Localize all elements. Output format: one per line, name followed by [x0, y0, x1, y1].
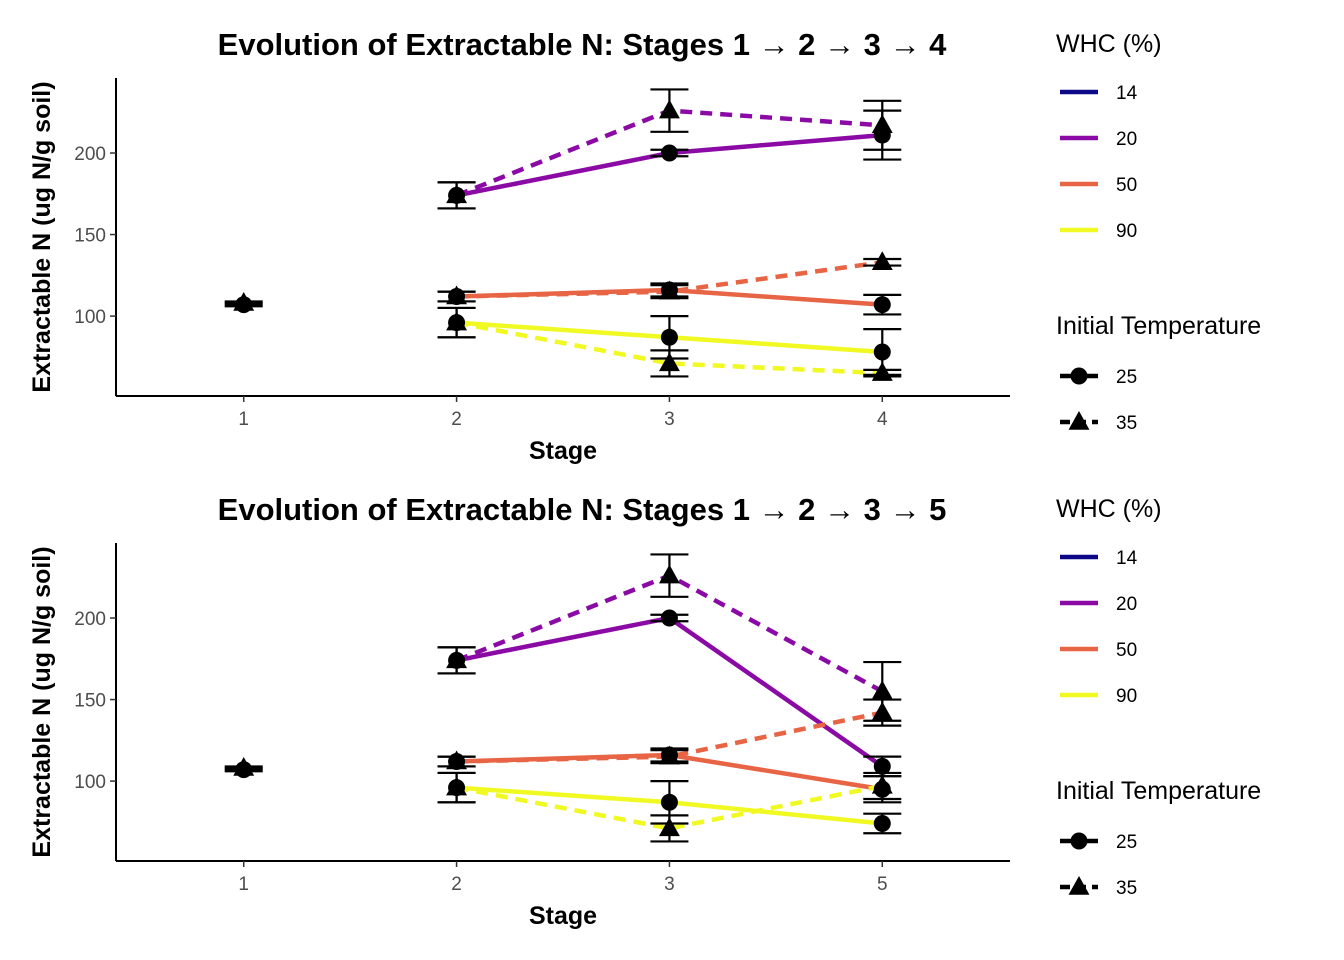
data-point-triangle — [871, 251, 893, 270]
data-point-triangle — [871, 362, 893, 381]
data-point-circle — [873, 757, 891, 775]
data-point-triangle — [658, 817, 680, 837]
legend: WHC (%) 14 20 50 90 Initial Temperature 25 35 — [1056, 495, 1261, 899]
data-point-triangle — [446, 649, 468, 669]
x-axis-title: Stage — [529, 902, 597, 930]
panel-2: Evolution of Extractable N: Stages 1 → 2… — [28, 492, 1261, 930]
series-line-whc50-t35 — [456, 260, 883, 299]
legend-label: 35 — [1116, 878, 1137, 899]
legend-label: 20 — [1116, 129, 1137, 150]
data-point-triangle — [658, 99, 680, 119]
x-tick-label: 4 — [877, 409, 888, 430]
data-point-triangle — [871, 680, 893, 700]
legend-key-circle — [1070, 367, 1088, 385]
data-point-circle — [873, 296, 891, 314]
x-tick-label: 1 — [238, 874, 249, 895]
data-point-triangle — [446, 750, 468, 770]
x-axis-title: Stage — [529, 437, 597, 465]
data-point-triangle — [658, 745, 680, 765]
x-tick-label: 3 — [664, 409, 675, 430]
data-point-triangle — [658, 352, 680, 372]
data-point-triangle — [658, 280, 680, 300]
y-tick-label: 150 — [74, 226, 106, 247]
data-point-triangle — [446, 285, 468, 305]
data-point-circle — [660, 144, 678, 162]
series-line-whc20-t25 — [456, 132, 883, 198]
series-line-whc20-t25 — [456, 615, 884, 769]
data-point-triangle — [871, 701, 893, 721]
data-point-triangle — [871, 774, 893, 794]
y-tick-label: 100 — [74, 307, 106, 328]
data-point-triangle — [233, 757, 255, 776]
data-point-circle — [873, 814, 891, 832]
legend-key-triangle — [1068, 411, 1090, 430]
data-point-circle — [873, 343, 891, 361]
data-point-circle — [660, 609, 678, 627]
series-line-whc50-t35 — [456, 710, 883, 764]
legend-title-whc: WHC (%) — [1056, 495, 1162, 523]
legend-label: 90 — [1116, 686, 1137, 707]
legend-label: 50 — [1116, 175, 1137, 196]
data-point-triangle — [658, 564, 680, 584]
chart-title: Evolution of Extractable N: Stages 1 → 2… — [218, 492, 947, 527]
data-point-circle — [660, 793, 678, 811]
y-tick-label: 150 — [74, 691, 106, 712]
x-tick-label: 3 — [664, 874, 675, 895]
legend-label: 14 — [1116, 548, 1138, 569]
y-axis-title: Extractable N (ug N/g soil) — [28, 81, 56, 392]
y-tick-label: 200 — [74, 609, 106, 630]
legend-label: 35 — [1116, 413, 1137, 434]
legend-label: 20 — [1116, 594, 1137, 615]
y-tick-label: 200 — [74, 144, 106, 165]
legend-key-circle — [1070, 832, 1088, 850]
data-point-triangle — [446, 184, 468, 204]
data-point-triangle — [446, 311, 468, 331]
series-line-whc90-t35 — [456, 783, 883, 831]
x-tick-label: 5 — [877, 874, 888, 895]
data-point-circle — [660, 328, 678, 346]
data-point-triangle — [233, 292, 255, 311]
x-tick-label: 2 — [451, 409, 462, 430]
x-tick-label: 1 — [238, 409, 249, 430]
legend-label: 14 — [1116, 83, 1138, 104]
legend-title-temperature: Initial Temperature — [1056, 777, 1261, 805]
legend-label: 50 — [1116, 640, 1137, 661]
data-point-triangle — [871, 114, 893, 133]
x-tick-label: 2 — [451, 874, 462, 895]
y-tick-label: 100 — [74, 772, 106, 793]
legend: WHC (%) 14 20 50 90 Initial Temperature 25 35 — [1056, 30, 1261, 434]
legend-label: 25 — [1116, 367, 1137, 388]
legend-label: 90 — [1116, 221, 1137, 242]
data-point-triangle — [446, 776, 468, 796]
legend-title-whc: WHC (%) — [1056, 30, 1162, 58]
legend-key-triangle — [1068, 876, 1090, 895]
legend-title-temperature: Initial Temperature — [1056, 312, 1261, 340]
legend-label: 25 — [1116, 832, 1137, 853]
chart-title: Evolution of Extractable N: Stages 1 → 2… — [218, 27, 947, 62]
panel-1: Evolution of Extractable N: Stages 1 → 2… — [28, 27, 1261, 465]
y-axis-title: Extractable N (ug N/g soil) — [28, 546, 56, 857]
